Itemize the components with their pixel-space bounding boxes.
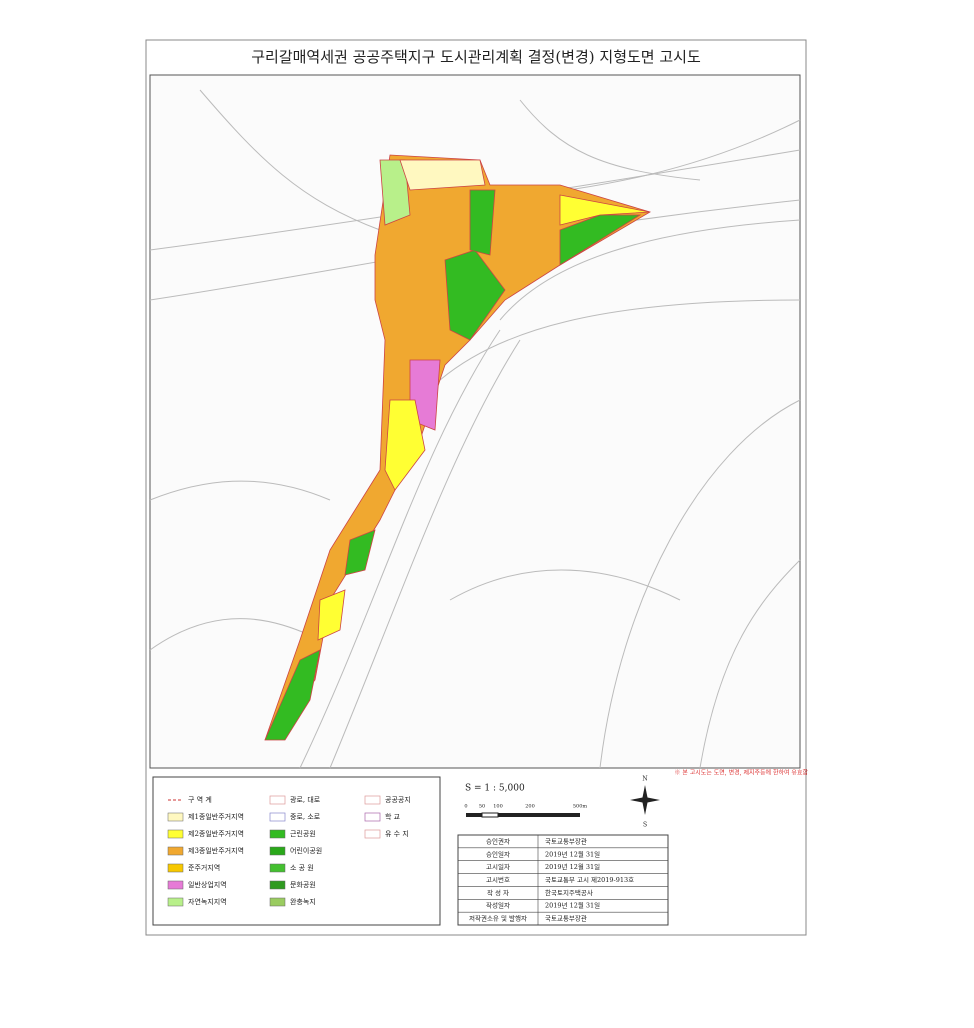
- residential: [384, 399, 426, 491]
- table-value: 한국토지주택공사: [545, 888, 593, 897]
- legend-frame: [152, 776, 441, 926]
- legend-swatch: [167, 880, 184, 890]
- legend-label: 공공공지: [385, 795, 411, 804]
- scale-tick: 200: [525, 804, 535, 810]
- legend-swatch: [167, 812, 184, 822]
- legend-label: 유 수 지: [385, 829, 409, 838]
- legend-label: 제3종일반주거지역: [188, 846, 244, 855]
- legend-swatch: [167, 846, 184, 856]
- table-key: 저작권소유 및 발행자: [469, 914, 527, 923]
- residential: [399, 159, 486, 191]
- legend-swatch: [167, 829, 184, 839]
- scale-bar: [466, 812, 580, 818]
- table-key: 승인일자: [486, 849, 510, 858]
- table-key: 승인권자: [486, 836, 510, 845]
- table-value: 2019년 12월 31일: [545, 849, 600, 858]
- legend-swatch: [269, 863, 286, 873]
- legend-label: 광로, 대로: [290, 796, 321, 804]
- legend-label: 구 역 계: [188, 795, 212, 804]
- scale-tick: 50: [479, 804, 485, 810]
- green: [379, 159, 411, 226]
- park: [344, 529, 376, 576]
- legend-label: 문화공원: [290, 880, 316, 889]
- legend-label: 자연녹지지역: [188, 897, 227, 906]
- compass: N S: [630, 776, 660, 829]
- zoning: [264, 154, 651, 741]
- legend-label: 학 교: [385, 812, 401, 821]
- table-key: 고시일자: [486, 862, 510, 871]
- table-key: 작성일자: [486, 901, 510, 910]
- legend-swatch: [269, 829, 286, 839]
- compass-north: N: [642, 776, 647, 783]
- legend-swatch: [167, 897, 184, 907]
- legend-swatch: [269, 880, 286, 890]
- legend-label: 어린이공원: [290, 846, 322, 855]
- table-value: 국토교통부장관: [545, 836, 587, 845]
- legend-label: 근린공원: [290, 829, 316, 838]
- scale-label: S = 1 : 5,000: [465, 784, 525, 794]
- legend-swatch: [364, 829, 381, 839]
- info-table: [457, 834, 669, 926]
- scale-tick: 100: [493, 804, 503, 810]
- legend-swatch: [269, 795, 286, 805]
- table-key: 고시번호: [486, 875, 510, 884]
- scale-tick: 500m: [573, 804, 588, 810]
- legend-label: 소 공 원: [290, 863, 314, 872]
- legend-swatch: [364, 812, 381, 822]
- title: 구리갈매역세권 공공주택지구 도시관리계획 결정(변경) 지형도면 고시도: [251, 48, 701, 66]
- legend-label: 중로, 소로: [290, 813, 321, 821]
- park: [469, 189, 496, 256]
- legend-label: 제2종일반주거지역: [188, 829, 244, 838]
- legend-label: 준주거지역: [188, 863, 220, 872]
- legend-label: 제1종일반주거지역: [188, 812, 244, 821]
- legend-label: 완충녹지: [290, 897, 316, 906]
- table-value: 국토교통부장관: [545, 914, 587, 923]
- park: [264, 649, 321, 741]
- note: ※ 본 고시도는 도면, 변경, 제지주등에 한하여 유효함: [674, 769, 808, 777]
- legend-swatch: [269, 897, 286, 907]
- legend-swatch: [364, 795, 381, 805]
- table-value: 2019년 12월 31일: [545, 862, 600, 871]
- legend-swatch: [269, 846, 286, 856]
- residential: [317, 589, 346, 641]
- residential: [559, 194, 651, 226]
- table-key: 작 성 자: [487, 888, 509, 897]
- park: [559, 214, 642, 266]
- legend-swatch: [167, 863, 184, 873]
- legend-swatch: [269, 812, 286, 822]
- park: [444, 249, 506, 341]
- table-value: 국토교통부 고시 제2019-913호: [545, 876, 634, 884]
- scale-tick: 0: [464, 804, 467, 810]
- legend-label: 일반상업지역: [188, 880, 227, 889]
- table-value: 2019년 12월 31일: [545, 901, 600, 910]
- compass-south: S: [643, 822, 647, 829]
